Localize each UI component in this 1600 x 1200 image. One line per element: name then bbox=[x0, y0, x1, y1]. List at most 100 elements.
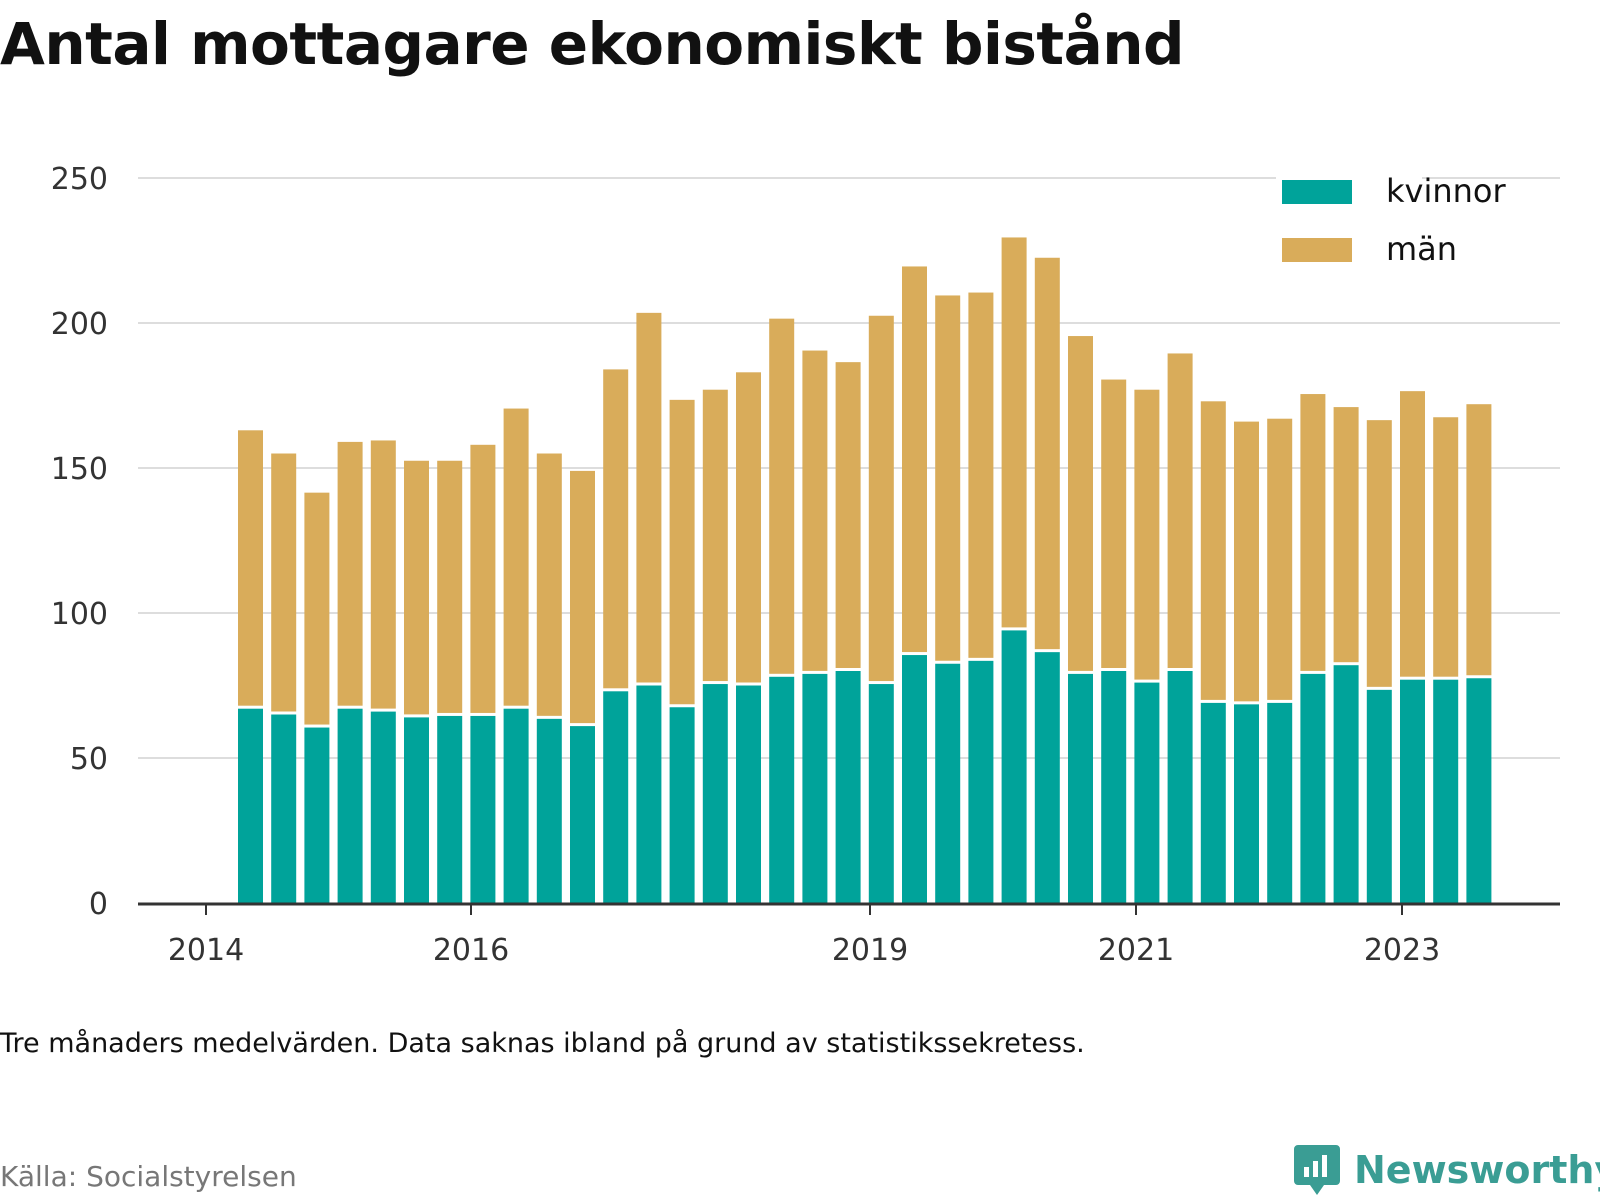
bar-kvinnor bbox=[1400, 679, 1425, 903]
bar-man bbox=[702, 389, 728, 682]
bar-man bbox=[1167, 353, 1193, 668]
y-tick-label: 200 bbox=[51, 307, 108, 342]
bar-man bbox=[736, 372, 761, 683]
bar-kvinnor bbox=[1466, 678, 1492, 903]
bar-kvinnor bbox=[470, 715, 496, 903]
bar-kvinnor bbox=[337, 708, 363, 903]
bar-man bbox=[1366, 420, 1392, 687]
bar-kvinnor bbox=[702, 684, 728, 903]
bar-man bbox=[1300, 394, 1326, 671]
bar-kvinnor bbox=[1200, 702, 1226, 903]
bar-man bbox=[1234, 421, 1259, 702]
legend-label: män bbox=[1386, 230, 1457, 268]
bar-kvinnor bbox=[603, 691, 629, 903]
y-tick-label: 100 bbox=[51, 597, 108, 632]
brand-logo[interactable]: Newsworthy bbox=[1294, 1140, 1600, 1200]
x-tick-label: 2016 bbox=[433, 933, 509, 968]
bar-kvinnor bbox=[1167, 671, 1193, 903]
bar-man bbox=[1400, 391, 1425, 677]
y-tick-label: 150 bbox=[51, 452, 108, 487]
bar-kvinnor bbox=[370, 711, 396, 903]
y-axis-ticks: 0 50 100 150 200 250 bbox=[51, 162, 108, 922]
legend: kvinnor män bbox=[1276, 166, 1507, 268]
legend-swatch bbox=[1282, 238, 1352, 262]
x-tick-label: 2019 bbox=[832, 933, 908, 968]
bars bbox=[238, 237, 1492, 903]
bar-man bbox=[603, 369, 629, 689]
bar-kvinnor bbox=[968, 660, 994, 903]
bar-man bbox=[370, 440, 396, 709]
x-tick-label: 2014 bbox=[168, 933, 244, 968]
bar-man bbox=[636, 312, 662, 683]
bar-man bbox=[1433, 417, 1459, 677]
bar-man bbox=[835, 362, 861, 668]
bar-man bbox=[935, 295, 961, 661]
bar-man bbox=[1034, 257, 1060, 650]
bar-man bbox=[503, 408, 529, 706]
bar-kvinnor bbox=[1034, 652, 1060, 903]
bar-kvinnor bbox=[570, 726, 595, 903]
bar-man bbox=[1068, 336, 1093, 671]
bar-kvinnor bbox=[868, 684, 894, 903]
bar-man bbox=[802, 350, 828, 671]
bar-man bbox=[470, 444, 496, 713]
y-tick-label: 250 bbox=[51, 162, 108, 197]
newsworthy-logo-icon bbox=[1294, 1145, 1340, 1195]
brand-name: Newsworthy bbox=[1354, 1148, 1600, 1192]
source-label: Källa: Socialstyrelsen bbox=[0, 1160, 297, 1193]
bar-man bbox=[337, 441, 363, 706]
bar-man bbox=[968, 292, 994, 658]
bar-kvinnor bbox=[271, 714, 297, 903]
bar-kvinnor bbox=[736, 685, 761, 903]
bar-man bbox=[304, 492, 330, 725]
bar-man bbox=[1466, 404, 1492, 676]
chart-title: Antal mottagare ekonomiskt bistånd bbox=[0, 10, 1185, 78]
bar-kvinnor bbox=[636, 685, 662, 903]
legend-swatch bbox=[1282, 180, 1352, 204]
bar-kvinnor bbox=[669, 707, 695, 903]
bar-man bbox=[404, 460, 429, 715]
bar-kvinnor bbox=[1001, 630, 1027, 903]
bar-kvinnor bbox=[902, 655, 927, 903]
bar-man bbox=[1267, 418, 1293, 700]
bar-man bbox=[536, 453, 562, 716]
bar-kvinnor bbox=[769, 676, 795, 903]
bar-man bbox=[238, 430, 263, 706]
bar-kvinnor bbox=[802, 673, 828, 903]
x-tick-label: 2023 bbox=[1364, 933, 1440, 968]
bar-man bbox=[1200, 401, 1226, 700]
bar-man bbox=[1333, 407, 1359, 663]
bar-man bbox=[1001, 237, 1027, 628]
bar-man bbox=[271, 453, 297, 712]
bar-kvinnor bbox=[238, 708, 263, 903]
bar-kvinnor bbox=[304, 727, 330, 903]
bar-kvinnor bbox=[1366, 689, 1392, 903]
stacked-bar-chart: 0 50 100 150 200 250 2014 2016 2019 2021 2023 kvi… bbox=[51, 162, 1560, 968]
bar-kvinnor bbox=[1300, 673, 1326, 903]
bar-man bbox=[669, 399, 695, 705]
bar-kvinnor bbox=[1267, 702, 1293, 903]
bar-man bbox=[570, 470, 595, 724]
bar-man bbox=[868, 315, 894, 682]
bar-kvinnor bbox=[404, 717, 429, 903]
bar-kvinnor bbox=[536, 718, 562, 903]
legend-label: kvinnor bbox=[1386, 172, 1507, 210]
chart-note: Tre månaders medelvärden. Data saknas ib… bbox=[0, 1028, 1085, 1059]
x-tick-label: 2021 bbox=[1098, 933, 1174, 968]
bar-kvinnor bbox=[835, 671, 861, 903]
bar-man bbox=[1134, 389, 1160, 680]
bar-kvinnor bbox=[1333, 665, 1359, 903]
bar-kvinnor bbox=[1134, 682, 1160, 903]
bar-kvinnor bbox=[1068, 673, 1093, 903]
bar-kvinnor bbox=[503, 708, 529, 903]
y-tick-label: 0 bbox=[89, 887, 108, 922]
bar-man bbox=[769, 318, 795, 674]
bar-kvinnor bbox=[437, 715, 463, 903]
y-tick-label: 50 bbox=[70, 742, 108, 777]
bar-kvinnor bbox=[1433, 679, 1459, 903]
bar-kvinnor bbox=[1234, 704, 1259, 903]
bar-man bbox=[902, 266, 927, 653]
bar-man bbox=[437, 460, 463, 713]
bar-man bbox=[1101, 379, 1127, 668]
x-axis-ticks: 2014 2016 2019 2021 2023 bbox=[168, 904, 1440, 968]
